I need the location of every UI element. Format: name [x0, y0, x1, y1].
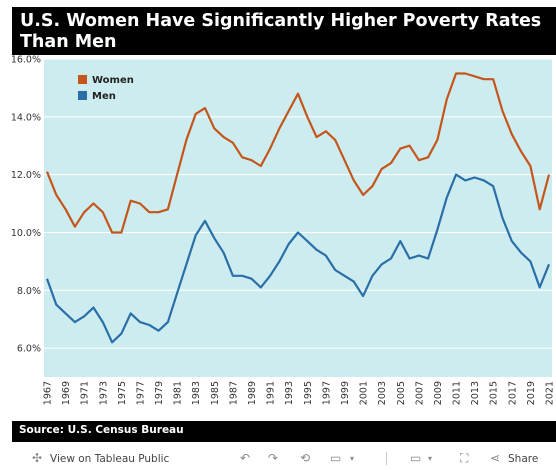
- legend-swatch-men: [78, 91, 87, 100]
- toolbar-divider: [386, 452, 387, 465]
- fullscreen-icon[interactable]: ⛶: [460, 451, 469, 465]
- x-tick-label: 2003: [377, 381, 388, 405]
- title-bar: U.S. Women Have Significantly Higher Pov…: [12, 7, 556, 55]
- x-tick-label: 2019: [526, 381, 537, 405]
- undo-icon[interactable]: ↶: [240, 451, 251, 465]
- x-tick-label: 1993: [284, 381, 295, 405]
- pause-dropdown-icon[interactable]: ▾: [350, 454, 355, 463]
- x-tick-label: 1967: [43, 381, 54, 405]
- y-tick-label: 8.0%: [17, 286, 41, 297]
- redo-icon[interactable]: ↷: [268, 451, 279, 465]
- tableau-logo-icon: ✣: [32, 451, 43, 465]
- x-tick-label: 1971: [80, 381, 91, 405]
- view-on-tableau-link[interactable]: View on Tableau Public: [50, 453, 170, 465]
- y-tick-label: 10.0%: [12, 228, 41, 239]
- x-tick-label: 1983: [191, 381, 202, 405]
- series-line-men: [45, 173, 551, 344]
- y-tick-label: 16.0%: [12, 55, 41, 66]
- x-tick-label: 1985: [210, 381, 221, 405]
- x-tick-label: 1981: [173, 381, 184, 405]
- x-tick-label: 1999: [340, 381, 351, 405]
- source-bar: Source: U.S. Census Bureau: [12, 421, 556, 442]
- x-tick-label: 2015: [489, 381, 500, 405]
- revert-icon[interactable]: ⟲: [300, 451, 311, 465]
- x-tick-label: 2001: [359, 381, 370, 405]
- tableau-toolbar: ✣ View on Tableau Public ↶ ↷ ⟲ ▭ ▾ ▭ ▾ ⛶…: [0, 449, 556, 470]
- x-tick-label: 1969: [61, 381, 72, 405]
- x-tick-label: 1987: [228, 381, 239, 405]
- x-tick-label: 1989: [247, 381, 258, 405]
- series-line-women: [45, 72, 551, 234]
- x-tick-label: 2009: [433, 381, 444, 405]
- legend-swatch-women: [78, 75, 87, 84]
- legend-label-men: Men: [92, 91, 116, 102]
- x-tick-label: 1991: [266, 381, 277, 405]
- device-icon[interactable]: ▭: [410, 451, 422, 465]
- plot-background: [44, 59, 552, 377]
- x-tick-label: 1977: [135, 381, 146, 405]
- x-tick-label: 2011: [452, 381, 463, 405]
- x-tick-label: 1979: [154, 381, 165, 405]
- x-tick-label: 2013: [470, 381, 481, 405]
- device-dropdown-icon[interactable]: ▾: [428, 454, 433, 463]
- y-tick-label: 6.0%: [17, 344, 41, 355]
- y-tick-label: 12.0%: [12, 170, 41, 181]
- x-tick-label: 2017: [507, 381, 518, 405]
- source-text: Source: U.S. Census Bureau: [19, 424, 184, 436]
- y-tick-label: 14.0%: [12, 112, 41, 123]
- share-icon[interactable]: ⋖: [490, 451, 501, 465]
- x-tick-label: 1995: [303, 381, 314, 405]
- line-chart[interactable]: 6.0% 8.0% 10.0% 12.0% 14.0% 16.0% 1967 1969 1971…: [11, 55, 556, 415]
- share-button[interactable]: Share: [508, 453, 539, 465]
- x-tick-label: 2005: [396, 381, 407, 405]
- legend-label-women: Women: [92, 75, 134, 86]
- x-tick-label: 1997: [321, 381, 332, 405]
- x-tick-label: 2021: [545, 381, 556, 405]
- x-tick-label: 1975: [117, 381, 128, 405]
- pause-icon[interactable]: ▭: [330, 451, 342, 465]
- x-tick-label: 2007: [414, 381, 425, 405]
- x-tick-label: 1973: [98, 381, 109, 405]
- chart-title: U.S. Women Have Significantly Higher Pov…: [20, 11, 542, 52]
- chart-area[interactable]: 6.0% 8.0% 10.0% 12.0% 14.0% 16.0% 1967 1969 1971…: [11, 55, 556, 415]
